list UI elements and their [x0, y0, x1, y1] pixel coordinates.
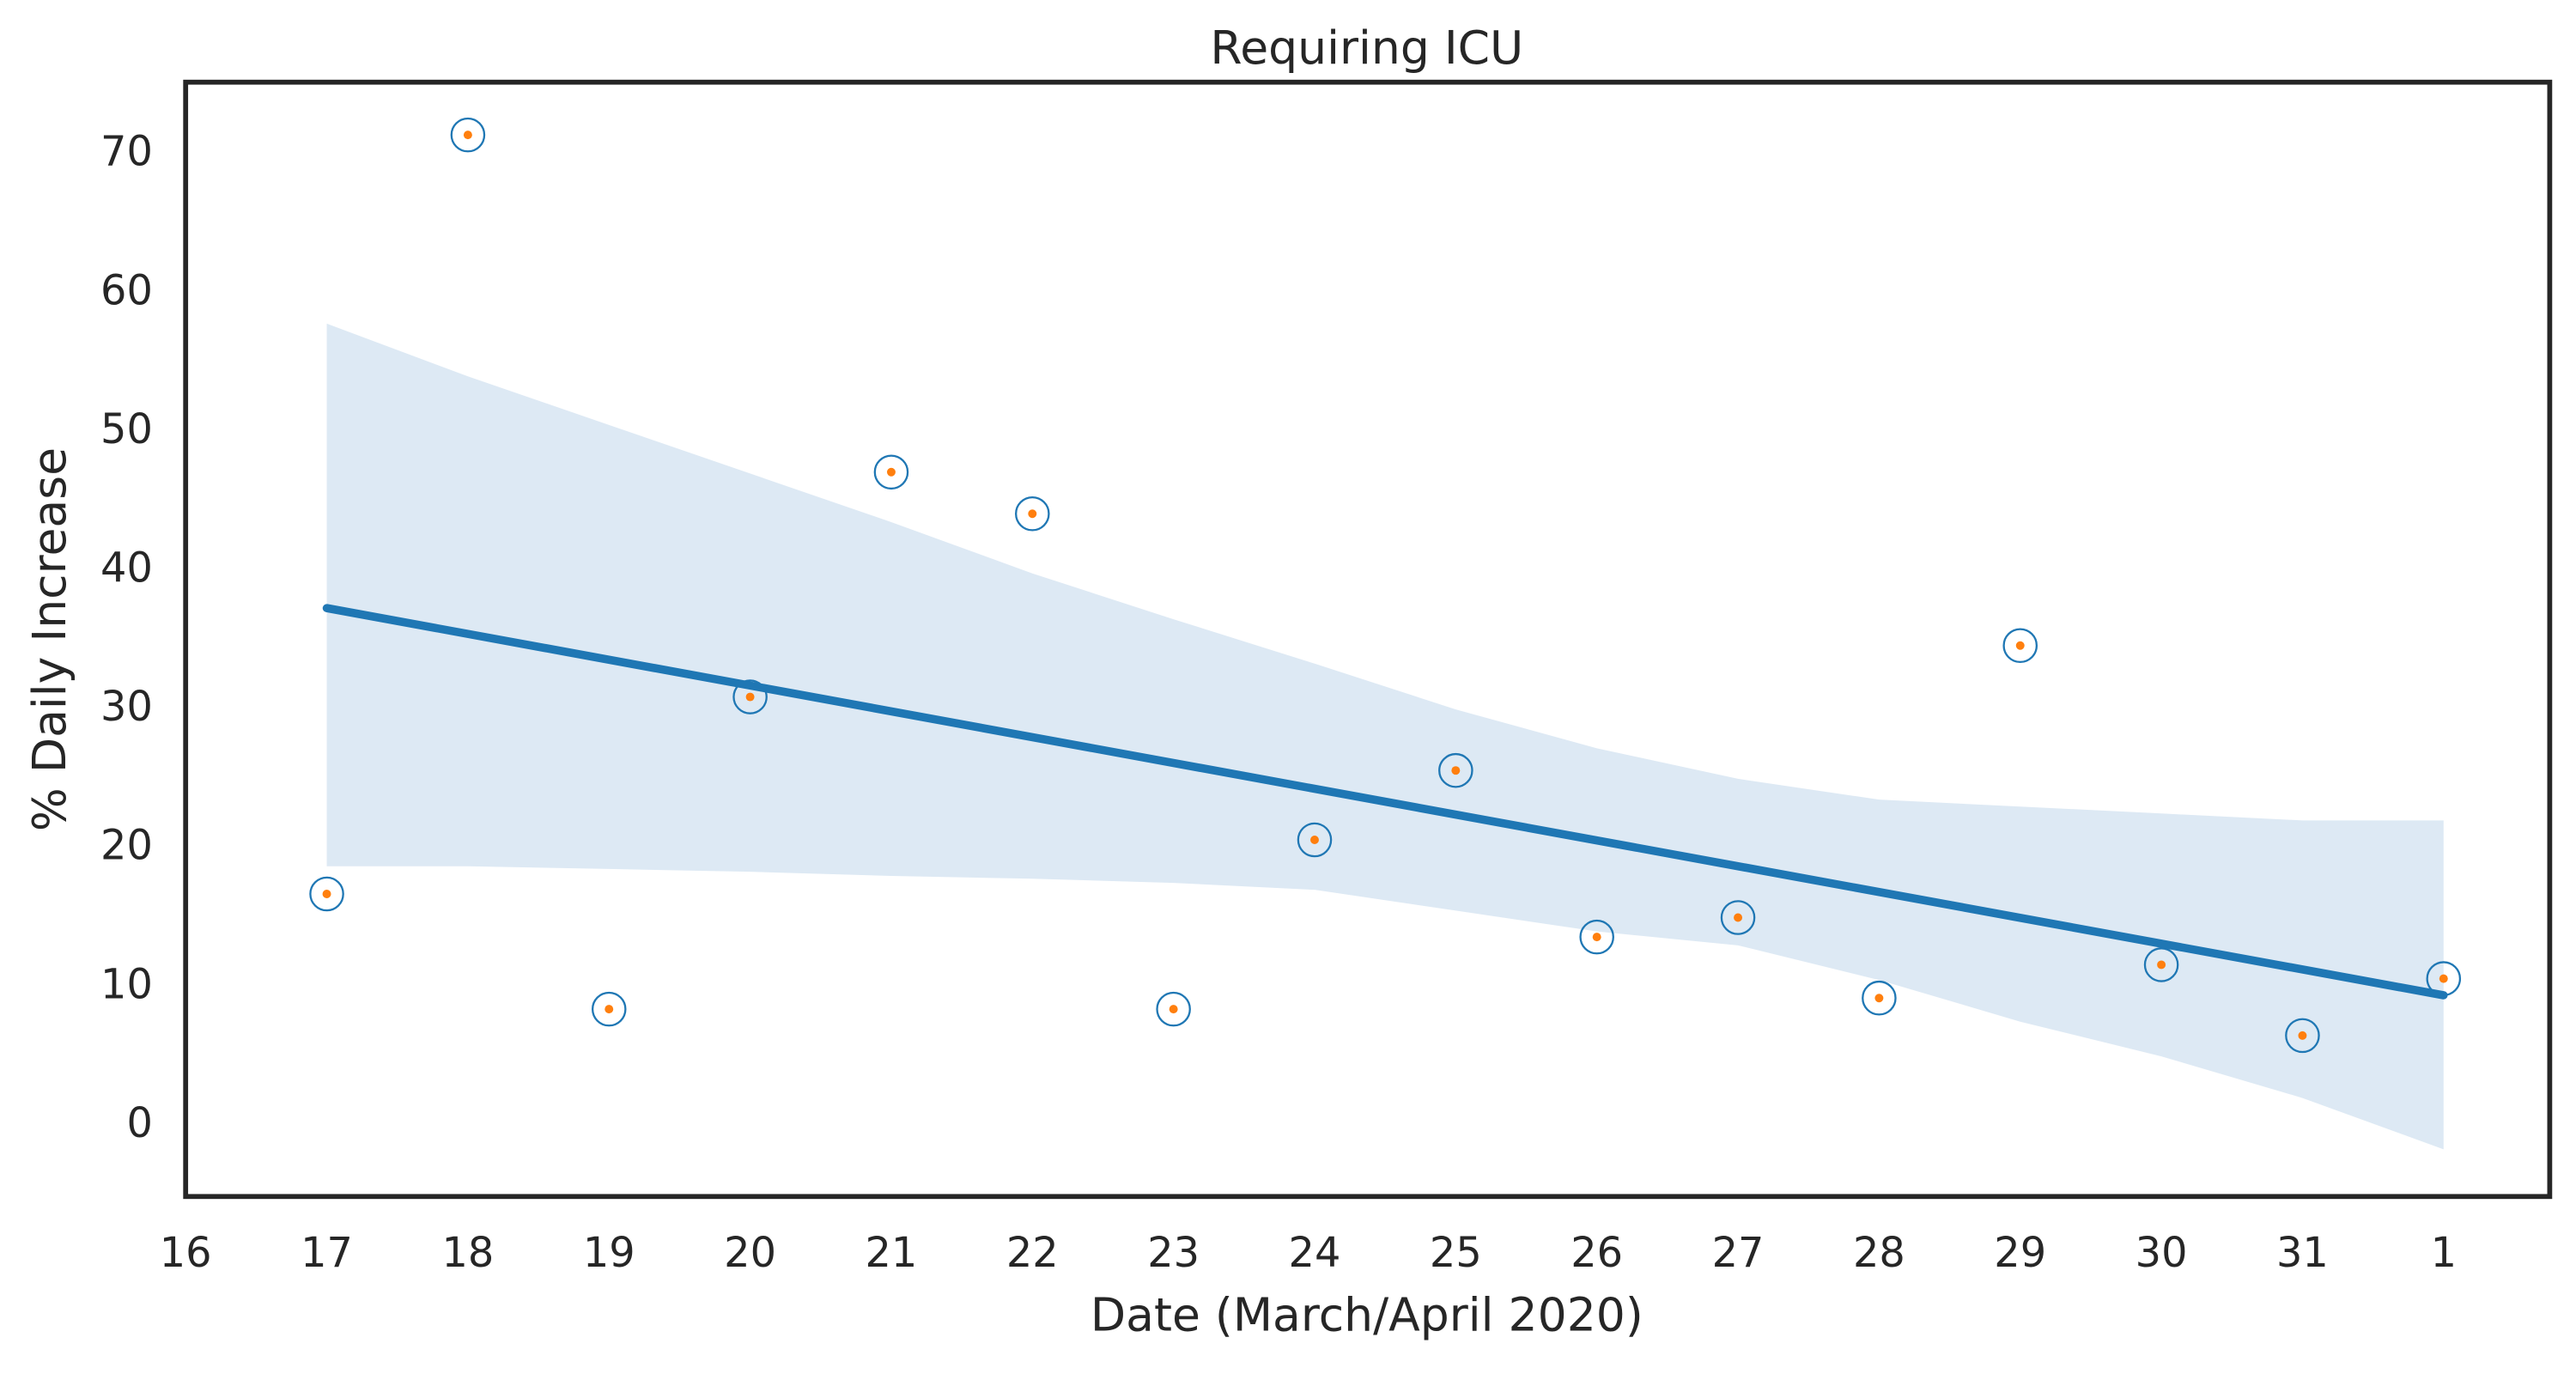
point-ring: [309, 876, 344, 912]
confidence-band: [326, 323, 2444, 1150]
x-tick-label: 24: [1289, 1230, 1341, 1277]
x-tick-label: 27: [1712, 1230, 1765, 1277]
regression-line: [322, 604, 2448, 1000]
x-axis-label: Date (March/April 2020): [1091, 1288, 1643, 1342]
point-dot: [1310, 836, 1319, 844]
x-tick-label: 26: [1571, 1230, 1623, 1277]
x-tick-label: 23: [1147, 1230, 1200, 1277]
point-ring: [2143, 947, 2179, 982]
point-ring: [1862, 980, 1897, 1016]
x-tick-label: 28: [1853, 1230, 1905, 1277]
x-tick-label: 18: [441, 1230, 494, 1277]
x-tick-label: 19: [583, 1230, 635, 1277]
y-tick-label: 60: [100, 267, 153, 314]
x-tick-label: 29: [1994, 1230, 2046, 1277]
point-dot: [1169, 1005, 1178, 1014]
point-ring: [1579, 919, 1614, 955]
point-dot: [2439, 974, 2448, 983]
x-tick-label: 16: [160, 1230, 212, 1277]
plot-frame: [183, 79, 2553, 1200]
point-dot: [745, 692, 755, 702]
y-tick-label: 40: [100, 545, 153, 593]
point-ring: [1297, 822, 1333, 858]
x-tick-label: 22: [1006, 1230, 1059, 1277]
x-tick-label: 20: [724, 1230, 776, 1277]
y-tick-label: 70: [100, 129, 153, 176]
point-dot: [1592, 933, 1601, 942]
point-dot: [463, 131, 472, 140]
point-ring: [1156, 991, 1191, 1027]
y-tick-label: 0: [127, 1100, 153, 1147]
x-tick-label: 25: [1430, 1230, 1482, 1277]
point-dot: [1874, 994, 1884, 1003]
point-ring: [873, 454, 909, 490]
y-tick-label: 30: [100, 684, 153, 731]
point-dot: [322, 890, 331, 899]
point-ring: [1720, 900, 1756, 935]
x-tick-label: 17: [301, 1230, 353, 1277]
point-dot: [1028, 509, 1037, 519]
point-dot: [2298, 1030, 2307, 1040]
y-axis-label: % Daily Increase: [22, 447, 76, 831]
point-ring: [1015, 495, 1050, 532]
point-ring: [1438, 752, 1473, 788]
point-dot: [1451, 766, 1461, 775]
point-ring: [2002, 628, 2038, 664]
x-tick-label: 31: [2276, 1230, 2329, 1277]
point-ring: [2285, 1018, 2320, 1054]
y-tick-label: 20: [100, 823, 153, 870]
point-dot: [886, 467, 896, 477]
point-dot: [2157, 960, 2166, 970]
point-dot: [2015, 641, 2025, 650]
point-dot: [1734, 913, 1743, 922]
x-tick-label: 1: [2431, 1230, 2457, 1277]
point-ring: [732, 679, 768, 714]
y-tick-label: 10: [100, 961, 153, 1008]
x-tick-label: 21: [866, 1230, 918, 1277]
point-ring: [591, 991, 627, 1027]
y-tick-label: 50: [100, 406, 153, 453]
chart-title: Requiring ICU: [1210, 21, 1523, 75]
x-tick-label: 30: [2136, 1230, 2188, 1277]
point-dot: [605, 1005, 614, 1014]
point-ring: [450, 117, 486, 153]
